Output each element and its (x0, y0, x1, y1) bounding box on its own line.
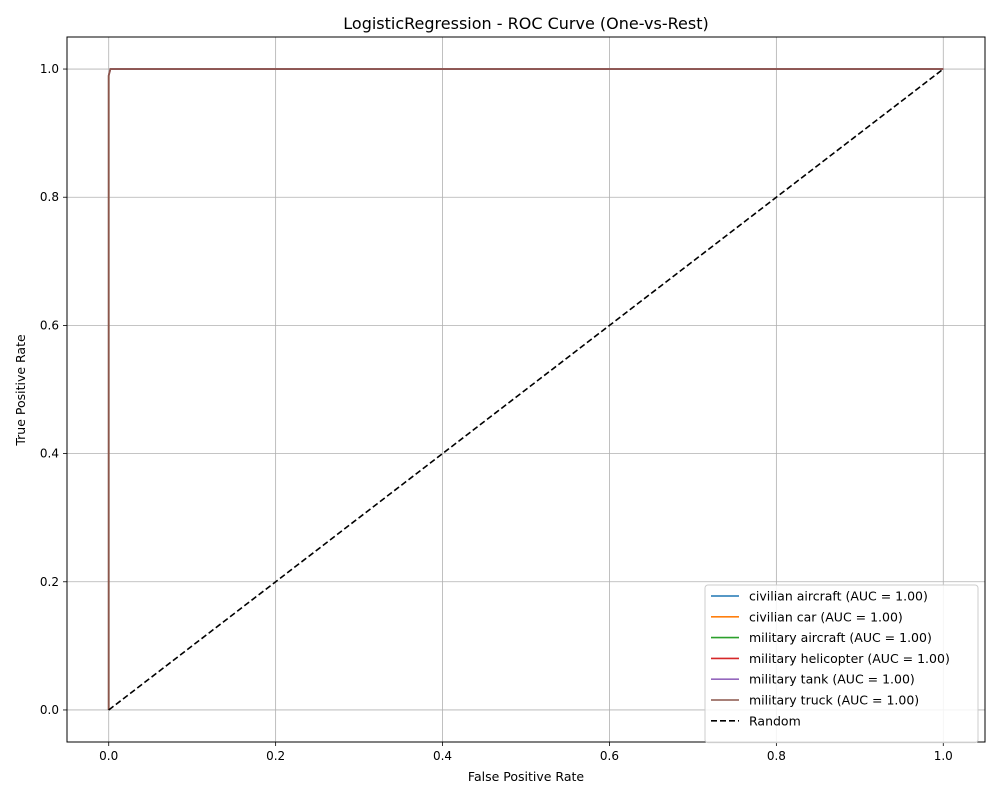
legend-label: Random (749, 713, 801, 728)
x-tick-label: 0.8 (767, 749, 786, 763)
x-tick-label: 0.4 (433, 749, 452, 763)
y-axis-label: True Positive Rate (13, 334, 28, 447)
legend-label: military helicopter (AUC = 1.00) (749, 651, 950, 666)
y-tick-label: 0.8 (40, 190, 59, 204)
x-tick-label: 0.0 (99, 749, 118, 763)
x-axis-label: False Positive Rate (468, 769, 584, 784)
ticks: 0.0 0.2 0.4 0.6 0.8 1.0 0.0 0.2 0.4 0.6 0.8 1.0 (40, 62, 953, 763)
y-tick-label: 0.6 (40, 318, 59, 332)
x-tick-label: 1.0 (934, 749, 953, 763)
y-tick-label: 0.2 (40, 575, 59, 589)
x-tick-label: 0.2 (266, 749, 285, 763)
legend-label: military truck (AUC = 1.00) (749, 693, 919, 708)
legend-label: military tank (AUC = 1.00) (749, 672, 915, 687)
legend-box (704, 584, 979, 744)
x-tick-label: 0.6 (600, 749, 619, 763)
y-tick-label: 1.0 (40, 62, 59, 76)
legend-label: military aircraft (AUC = 1.00) (749, 630, 932, 645)
axes-frame (66, 36, 986, 743)
y-tick-label: 0.0 (40, 703, 59, 717)
legend-label: civilian car (AUC = 1.00) (749, 609, 903, 624)
chart-title: LogisticRegression - ROC Curve (One-vs-R… (343, 14, 708, 33)
legend-label: civilian aircraft (AUC = 1.00) (749, 589, 928, 604)
y-tick-label: 0.4 (40, 447, 59, 461)
plot-area (107, 68, 944, 711)
series-line-random (108, 68, 944, 711)
series-line-5 (107, 68, 944, 710)
legend: civilian aircraft (AUC = 1.00) civilian c… (704, 584, 979, 744)
